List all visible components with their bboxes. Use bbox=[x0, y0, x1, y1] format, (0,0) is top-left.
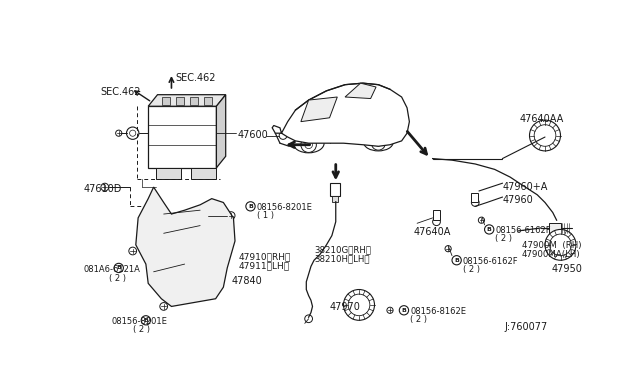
Text: B: B bbox=[143, 318, 148, 323]
Text: ( 2 ): ( 2 ) bbox=[410, 315, 427, 324]
Text: ( 2 ): ( 2 ) bbox=[495, 234, 513, 243]
Bar bbox=[472, 193, 478, 202]
Circle shape bbox=[301, 137, 316, 153]
Text: B: B bbox=[487, 227, 492, 232]
Text: 47900M  (RH): 47900M (RH) bbox=[522, 241, 581, 250]
Circle shape bbox=[433, 218, 440, 225]
Circle shape bbox=[478, 217, 484, 223]
Polygon shape bbox=[216, 95, 226, 168]
Circle shape bbox=[246, 202, 255, 211]
Circle shape bbox=[202, 266, 214, 278]
Bar bbox=[190, 97, 198, 105]
Text: 47640A: 47640A bbox=[413, 227, 451, 237]
Circle shape bbox=[114, 263, 124, 273]
Bar bbox=[204, 97, 212, 105]
Polygon shape bbox=[301, 97, 337, 122]
Text: B: B bbox=[116, 266, 121, 270]
Circle shape bbox=[545, 230, 576, 260]
Polygon shape bbox=[136, 187, 235, 307]
Bar bbox=[156, 168, 180, 179]
Circle shape bbox=[529, 120, 561, 151]
Bar bbox=[332, 196, 338, 202]
Text: 47960+A: 47960+A bbox=[502, 182, 548, 192]
Text: 47640AA: 47640AA bbox=[520, 114, 564, 124]
Circle shape bbox=[344, 289, 374, 320]
Circle shape bbox=[550, 234, 572, 256]
Text: 47950: 47950 bbox=[551, 264, 582, 274]
Text: SEC.462: SEC.462 bbox=[175, 73, 216, 83]
Bar bbox=[162, 97, 170, 105]
Bar bbox=[549, 223, 561, 232]
Circle shape bbox=[160, 302, 168, 310]
Text: ( 1 ): ( 1 ) bbox=[257, 211, 274, 220]
Text: 47910〈RH〉: 47910〈RH〉 bbox=[239, 253, 291, 262]
Text: ( 2 ): ( 2 ) bbox=[109, 274, 127, 283]
Circle shape bbox=[472, 199, 479, 206]
Circle shape bbox=[127, 127, 139, 140]
Text: 47911〈LH〉: 47911〈LH〉 bbox=[239, 262, 290, 271]
Circle shape bbox=[101, 183, 109, 191]
Text: ( 2 ): ( 2 ) bbox=[463, 265, 480, 274]
Bar bbox=[330, 183, 340, 196]
Circle shape bbox=[387, 307, 393, 313]
Text: 47960: 47960 bbox=[502, 195, 533, 205]
Text: 08156-8162E: 08156-8162E bbox=[410, 307, 466, 316]
Text: 47610D: 47610D bbox=[84, 184, 122, 194]
Text: 47840: 47840 bbox=[231, 276, 262, 286]
Text: B: B bbox=[454, 258, 459, 263]
Circle shape bbox=[305, 315, 312, 323]
Circle shape bbox=[305, 141, 312, 148]
Circle shape bbox=[129, 247, 136, 255]
Text: 08156-8201E: 08156-8201E bbox=[257, 203, 312, 212]
Text: 08156-6162F: 08156-6162F bbox=[463, 257, 518, 266]
Circle shape bbox=[534, 125, 556, 146]
Circle shape bbox=[375, 140, 381, 146]
Circle shape bbox=[227, 212, 235, 219]
Text: 08156-8201E: 08156-8201E bbox=[111, 317, 167, 326]
Circle shape bbox=[399, 306, 408, 315]
Text: SEC.462: SEC.462 bbox=[100, 87, 141, 97]
Polygon shape bbox=[345, 83, 376, 99]
Bar bbox=[191, 168, 216, 179]
Circle shape bbox=[116, 130, 122, 136]
Text: B: B bbox=[401, 308, 406, 313]
Text: 47900MA(LH): 47900MA(LH) bbox=[522, 250, 580, 259]
Text: 081A6-6121A: 081A6-6121A bbox=[84, 265, 141, 274]
Circle shape bbox=[371, 136, 385, 150]
Bar bbox=[176, 97, 184, 105]
Bar bbox=[148, 106, 216, 168]
Text: 38210G〈RH〉: 38210G〈RH〉 bbox=[314, 245, 371, 254]
Bar bbox=[433, 210, 440, 220]
Polygon shape bbox=[148, 95, 226, 106]
Circle shape bbox=[348, 294, 370, 316]
Circle shape bbox=[445, 246, 451, 252]
Circle shape bbox=[172, 243, 190, 262]
Text: B: B bbox=[248, 204, 253, 209]
Circle shape bbox=[129, 130, 136, 136]
Polygon shape bbox=[272, 83, 410, 146]
Circle shape bbox=[452, 256, 461, 265]
Circle shape bbox=[484, 225, 494, 234]
Circle shape bbox=[279, 132, 287, 140]
Text: ( 2 ): ( 2 ) bbox=[132, 325, 150, 334]
Text: J:760077: J:760077 bbox=[505, 322, 548, 332]
Text: 08156-6162F: 08156-6162F bbox=[495, 226, 551, 235]
Text: 47970: 47970 bbox=[330, 302, 360, 312]
Circle shape bbox=[195, 286, 205, 296]
Circle shape bbox=[397, 118, 406, 125]
Text: 47600: 47600 bbox=[237, 130, 268, 140]
Circle shape bbox=[141, 316, 150, 325]
Text: 38210H〈LH〉: 38210H〈LH〉 bbox=[314, 254, 369, 263]
